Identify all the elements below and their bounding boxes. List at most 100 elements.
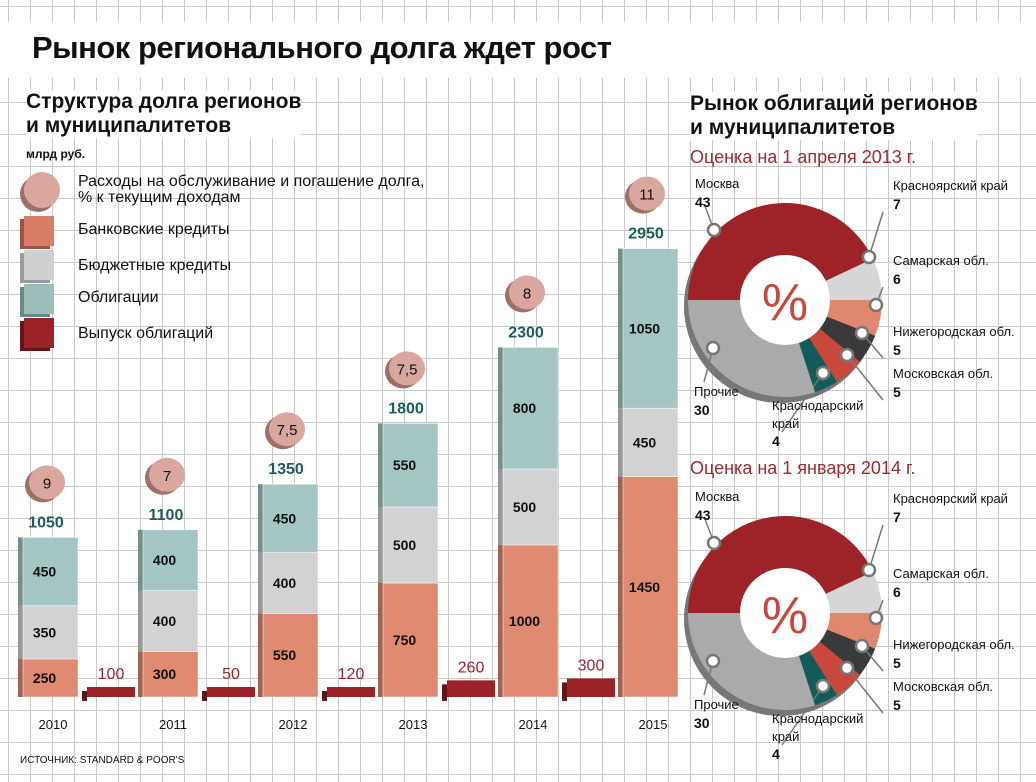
slice-label-line2: край [772,729,799,744]
slice-value: 5 [893,384,901,400]
title-band [0,22,1036,78]
legend-label: Облигации [78,289,159,306]
bar-side-1 [618,408,623,477]
leader-dot [868,297,884,313]
pie2-title: Оценка на 1 января 2014 г. [690,458,916,478]
issuance-bar [567,678,615,697]
slice-value: 30 [694,715,710,731]
legend-label-line2: % к текущим доходам [78,189,241,206]
slice-label: Прочие [694,384,739,399]
left-heading-line2: и муниципалитетов [26,114,232,137]
bar-segment [382,423,439,508]
bar-side-1 [138,590,143,652]
slice-value: 6 [893,584,901,600]
bar-side-0 [138,651,143,697]
pct-circle [149,457,185,492]
donut-slice [688,300,815,397]
bar-side-2 [498,347,503,469]
issuance-bar [447,680,495,697]
donut-slice [688,516,873,613]
units-label: млрд руб. [26,147,86,161]
leader-dot [854,325,870,341]
segment-value-label: 500 [393,537,417,553]
issuance-value-label: 100 [98,666,125,683]
bar-segment [142,590,199,652]
issuance-bar [207,687,255,697]
leader-dot [868,610,884,626]
bar-side-0 [618,476,623,697]
segment-value-label: 400 [273,575,297,591]
bar-side-2 [258,484,263,553]
slice-label: Красноярский край [893,178,1008,193]
slice-value: 5 [893,342,901,358]
legend-swatch [24,250,54,280]
issuance-value-label: 300 [578,657,605,674]
bar-segment [262,483,319,553]
slice-value: 7 [893,509,901,525]
pct-value-label: 7,5 [277,422,298,439]
bar-side-1 [378,507,383,583]
slice-label: Красноярский край [893,491,1008,506]
segment-value-label: 800 [513,400,537,416]
bar-segment [22,658,79,698]
slice-label: Московская обл. [893,366,993,381]
percent-symbol: % [762,274,808,332]
leader-line [846,354,884,401]
donut-slice [809,328,860,382]
donut-slice [819,629,876,675]
leader-dot [705,340,721,356]
year-tick-label: 2014 [519,717,548,732]
segment-value-label: 750 [393,632,417,648]
bar-side-2 [18,537,23,606]
bar-side-2 [138,529,143,591]
pct-value-label: 8 [523,285,531,302]
slice-value: 4 [772,433,780,449]
bar-side-0 [258,613,263,697]
slice-label: Самарская обл. [893,566,989,581]
slice-label: Самарская обл. [893,253,989,268]
leader-line [781,372,824,433]
pct-value-label: 11 [639,187,655,204]
slice-value: 43 [695,194,711,210]
page-title: Рынок регионального долга ждет рост [32,30,612,65]
bar-segment [262,613,319,698]
bar-side-2 [378,423,383,507]
slice-label: Москва [695,489,740,504]
leader-line [868,524,884,571]
issuance-bar [87,687,135,697]
bar-segment [382,506,439,584]
segment-value-label: 400 [153,613,177,629]
issuance-bar-side [202,691,207,701]
slice-label: Нижегородская обл. [893,637,1015,652]
segment-value-label: 400 [153,552,177,568]
legend-label: Выпуск облигаций [78,325,214,342]
pct-circle [269,412,305,447]
leader-line [868,211,884,258]
issuance-bar-side [562,682,567,701]
donut-slice [826,613,882,649]
leader-dot [839,660,855,676]
slice-value: 6 [893,271,901,287]
leader-dot [705,653,721,669]
legend-label: Банковские кредиты [78,221,230,238]
donut-slice [819,316,876,362]
legend-label-line1: Расходы на обслуживание и погашение долг… [78,173,425,190]
leader-line [846,667,884,714]
percent-symbol: % [762,587,808,645]
leader-dot [706,222,722,238]
total-value-label: 1050 [28,514,64,531]
bar-segment [502,544,559,698]
slice-label: Московская обл. [893,679,993,694]
bar-side-2 [618,248,623,409]
year-tick-label: 2012 [279,717,308,732]
right-heading-line2: и муниципалитетов [690,116,896,139]
issuance-bar-side [82,691,87,701]
slice-label: Краснодарский [772,711,863,726]
issuance-bar [327,687,375,697]
bar-side-0 [498,545,503,697]
year-tick-label: 2013 [399,717,428,732]
bar-segment [142,529,199,591]
segment-value-label: 300 [153,666,177,682]
year-tick-label: 2015 [639,717,668,732]
